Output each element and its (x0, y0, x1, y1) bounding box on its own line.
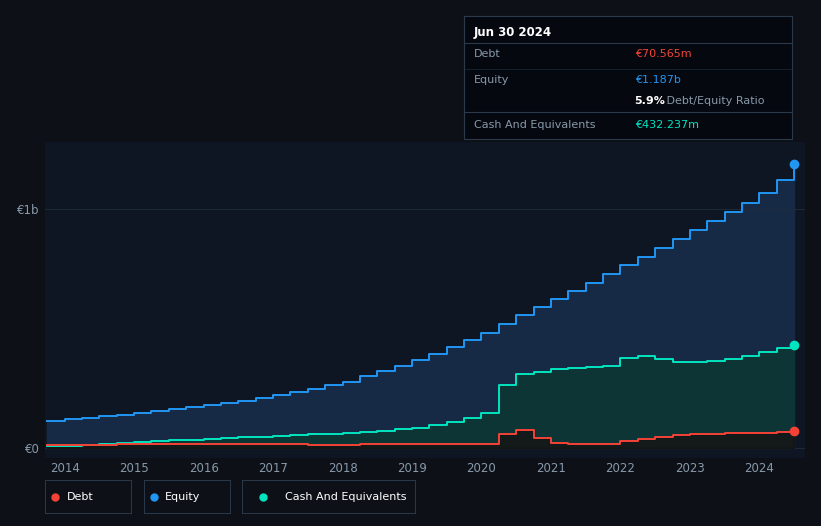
Text: €70.565m: €70.565m (635, 49, 691, 59)
Text: Cash And Equivalents: Cash And Equivalents (474, 119, 595, 129)
Text: €432.237m: €432.237m (635, 119, 699, 129)
Text: Debt/Equity Ratio: Debt/Equity Ratio (663, 96, 764, 106)
Text: Debt: Debt (474, 49, 501, 59)
Text: Equity: Equity (474, 75, 509, 85)
Text: 5.9%: 5.9% (635, 96, 666, 106)
Text: Cash And Equivalents: Cash And Equivalents (286, 491, 406, 502)
Text: Debt: Debt (67, 491, 94, 502)
Text: €1.187b: €1.187b (635, 75, 681, 85)
Text: Jun 30 2024: Jun 30 2024 (474, 26, 552, 39)
Text: Equity: Equity (165, 491, 200, 502)
